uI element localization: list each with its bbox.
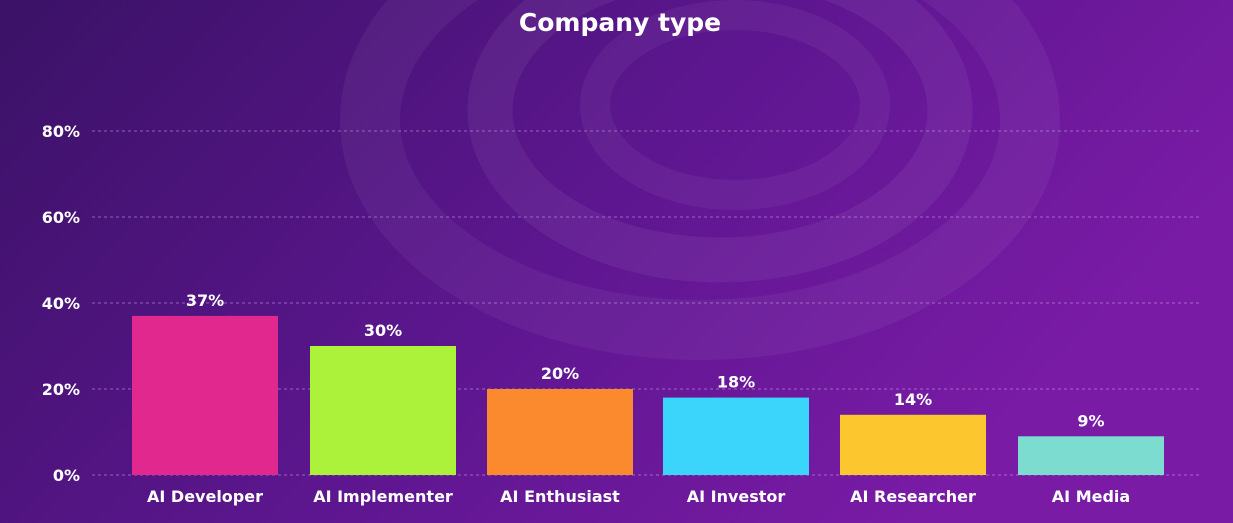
bar: [840, 414, 986, 475]
bar: [1018, 436, 1164, 475]
data-label: 30%: [364, 321, 402, 340]
x-tick-label: AI Implementer: [313, 487, 453, 506]
x-tick-label: AI Media: [1052, 487, 1130, 506]
x-axis-ticks: AI Developer AI Implementer AI Enthusiast A…: [147, 487, 1130, 506]
data-label: 14%: [894, 390, 932, 409]
bar: [487, 389, 633, 475]
data-label: 20%: [541, 364, 579, 383]
y-axis-ticks: 0% 20% 40% 60% 80%: [42, 122, 80, 485]
x-tick-label: AI Investor: [687, 487, 786, 506]
y-tick-label: 80%: [42, 122, 80, 141]
x-tick-label: AI Enthusiast: [500, 487, 620, 506]
x-tick-label: AI Developer: [147, 487, 263, 506]
data-label: 37%: [186, 291, 224, 310]
data-label: 18%: [717, 373, 755, 392]
y-tick-label: 60%: [42, 208, 80, 227]
data-label: 9%: [1077, 411, 1104, 430]
bar: [663, 397, 809, 475]
y-tick-label: 0%: [53, 466, 80, 485]
y-tick-label: 20%: [42, 380, 80, 399]
bars: [132, 315, 1164, 475]
chart-title: Company type: [519, 8, 721, 37]
decorative-swirl: [340, 0, 1060, 360]
bar: [310, 346, 456, 475]
bar: [132, 315, 278, 475]
x-tick-label: AI Researcher: [850, 487, 976, 506]
gridlines: [92, 130, 1202, 476]
data-labels: 37% 30% 20% 18% 14% 9%: [186, 291, 1105, 430]
y-tick-label: 40%: [42, 294, 80, 313]
